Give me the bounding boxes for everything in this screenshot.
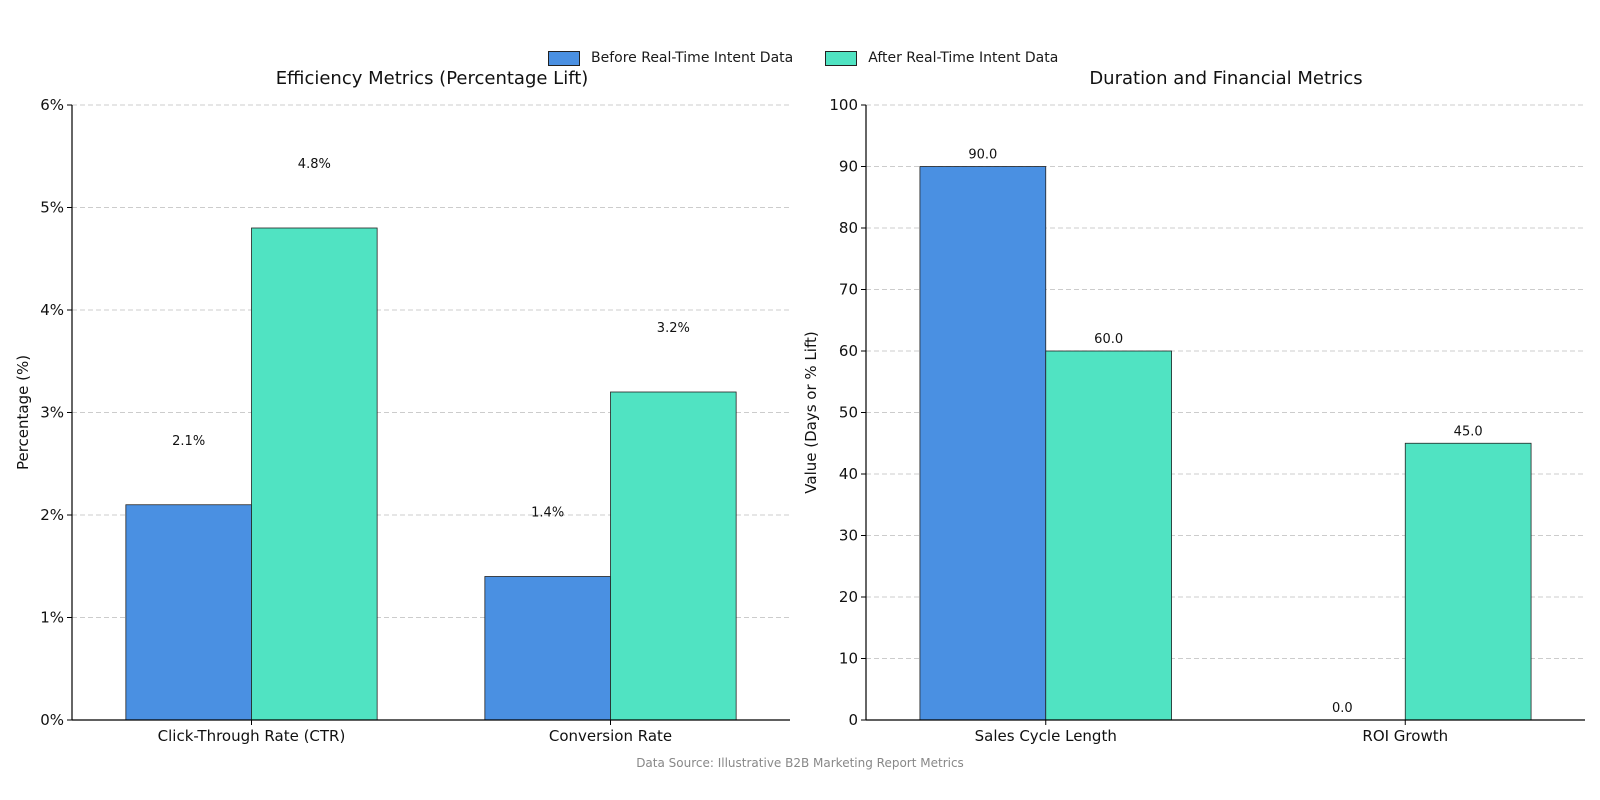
chart1-y-tick-label: 3% xyxy=(40,404,64,422)
source-note: Data Source: Illustrative B2B Marketing … xyxy=(636,756,964,770)
chart2-y-tick-label: 90 xyxy=(839,158,858,176)
legend-item-after: After Real-Time Intent Data xyxy=(825,50,1058,66)
legend-item-before: Before Real-Time Intent Data xyxy=(548,50,793,66)
chart2-bar-after xyxy=(1404,442,1532,721)
chart2-y-tick-label: 0 xyxy=(848,711,858,729)
chart2-data-label: 45.0 xyxy=(1454,424,1483,439)
chart1-bar-after xyxy=(251,227,378,721)
chart2-y-tick-label: 100 xyxy=(829,96,858,114)
chart1-data-label: 3.2% xyxy=(657,321,690,336)
chart2-data-label: 0.0 xyxy=(1332,701,1353,716)
chart2-y-tick-label: 50 xyxy=(839,404,858,422)
chart1-y-tick-label: 6% xyxy=(40,96,64,114)
chart2-data-label: 90.0 xyxy=(968,148,997,163)
chart2-y-tick-label: 70 xyxy=(839,281,858,299)
chart1-bar-after xyxy=(610,391,737,721)
chart2-x-tick-label: Sales Cycle Length xyxy=(975,727,1117,745)
chart2-bar-before xyxy=(919,166,1047,721)
chart2-y-tick-label: 20 xyxy=(839,588,858,606)
chart1-y-tick-label: 1% xyxy=(40,609,64,627)
chart2-y-tick-label: 80 xyxy=(839,219,858,237)
chart1-y-tick-label: 5% xyxy=(40,199,64,217)
chart1-data-label: 2.1% xyxy=(172,434,205,449)
chart1-bar-before xyxy=(125,504,252,721)
legend-swatch-after xyxy=(825,50,858,66)
chart2-y-tick-label: 10 xyxy=(839,650,858,668)
chart2-data-label: 60.0 xyxy=(1094,332,1123,347)
chart2-title: Duration and Financial Metrics xyxy=(1089,68,1362,89)
chart1-y-tick-label: 2% xyxy=(40,506,64,524)
chart1-y-tick-label: 4% xyxy=(40,301,64,319)
chart1-data-label: 4.8% xyxy=(298,157,331,172)
chart2-x-tick-label: ROI Growth xyxy=(1362,727,1448,745)
chart1-x-tick-label: Conversion Rate xyxy=(549,727,672,745)
chart2-y-axis-label: Value (Days or % Lift) xyxy=(802,331,820,493)
chart1-y-axis-label: Percentage (%) xyxy=(14,355,32,470)
legend-swatch-before xyxy=(548,50,580,66)
chart2-y-tick-label: 60 xyxy=(839,342,858,360)
legend: Before Real-Time Intent Data After Real-… xyxy=(548,50,1090,66)
chart1-title: Efficiency Metrics (Percentage Lift) xyxy=(276,68,589,89)
chart1-x-tick-label: Click-Through Rate (CTR) xyxy=(158,727,346,745)
legend-label-before: Before Real-Time Intent Data xyxy=(591,50,794,66)
chart2-y-tick-label: 40 xyxy=(839,465,858,483)
chart1-data-label: 1.4% xyxy=(531,506,564,521)
chart2-bar-after xyxy=(1045,350,1172,721)
chart1-y-tick-label: 0% xyxy=(40,711,64,729)
legend-label-after: After Real-Time Intent Data xyxy=(868,50,1059,66)
chart1-bar-before xyxy=(484,576,611,721)
chart2-y-tick-label: 30 xyxy=(839,527,858,545)
